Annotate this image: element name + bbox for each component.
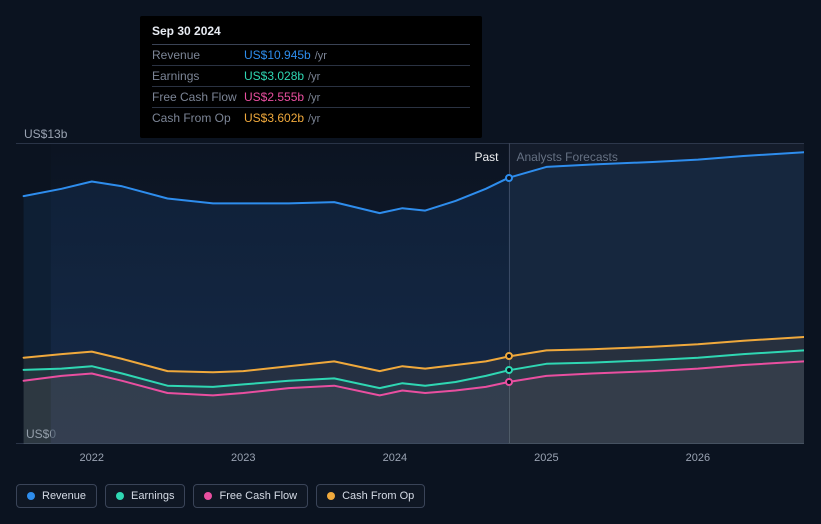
tooltip-row-value: US$3.028b [244,69,304,83]
tooltip-row-value: US$10.945b [244,48,311,62]
tooltip-row-value: US$3.602b [244,111,304,125]
tooltip-row-unit: /yr [308,71,320,83]
x-tick: 2026 [686,452,710,464]
legend-item-cfo[interactable]: Cash From Op [316,484,425,508]
legend-item-earnings[interactable]: Earnings [105,484,185,508]
chart-area[interactable] [16,128,804,444]
legend-item-label: Cash From Op [342,490,414,502]
tooltip-row-unit: /yr [308,113,320,125]
tooltip-row-label: Free Cash Flow [152,90,244,104]
marker-revenue [505,174,513,182]
tooltip: Sep 30 2024 RevenueUS$10.945b/yrEarnings… [140,16,482,138]
legend: Revenue Earnings Free Cash Flow Cash From O… [16,484,425,508]
legend-item-label: Earnings [131,490,174,502]
chart-svg [16,128,804,444]
x-tick: 2022 [80,452,104,464]
legend-item-revenue[interactable]: Revenue [16,484,97,508]
legend-item-fcf[interactable]: Free Cash Flow [193,484,308,508]
tooltip-row-value: US$2.555b [244,90,304,104]
tooltip-date: Sep 30 2024 [152,24,470,45]
legend-dot-icon [327,492,335,500]
tooltip-row: RevenueUS$10.945b/yr [152,45,470,66]
x-tick: 2024 [383,452,407,464]
x-tick: 2023 [231,452,255,464]
marker-cfo [505,352,513,360]
x-tick: 2025 [534,452,558,464]
marker-earnings [505,366,513,374]
tooltip-row: Free Cash FlowUS$2.555b/yr [152,87,470,108]
tooltip-row-unit: /yr [315,50,327,62]
tooltip-row-unit: /yr [308,92,320,104]
legend-dot-icon [204,492,212,500]
tooltip-row: EarningsUS$3.028b/yr [152,66,470,87]
legend-item-label: Revenue [42,490,86,502]
x-axis: 2022 2023 2024 2025 2026 [16,452,804,468]
tooltip-row: Cash From OpUS$3.602b/yr [152,108,470,128]
legend-item-label: Free Cash Flow [219,490,297,502]
tooltip-row-label: Cash From Op [152,111,244,125]
marker-fcf [505,378,513,386]
legend-dot-icon [116,492,124,500]
tooltip-row-label: Revenue [152,48,244,62]
legend-dot-icon [27,492,35,500]
tooltip-row-label: Earnings [152,69,244,83]
